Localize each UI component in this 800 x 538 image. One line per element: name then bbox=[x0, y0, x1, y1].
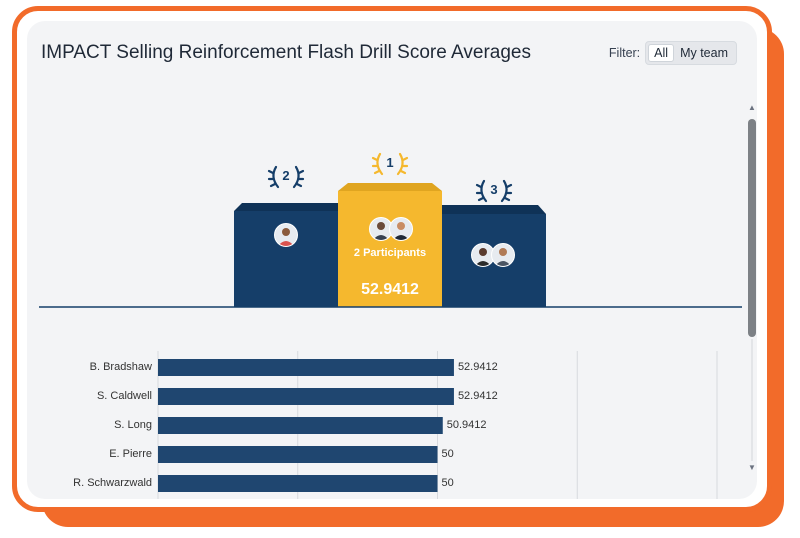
rank-3-number: 3 bbox=[490, 182, 498, 197]
bar-value-label: 50 bbox=[441, 448, 454, 460]
rank-3-avatar-b[interactable] bbox=[491, 243, 515, 267]
scrollbar-track bbox=[751, 339, 753, 461]
widget-title: IMPACT Selling Reinforcement Flash Drill… bbox=[41, 42, 531, 63]
bar-category-label: B. Bradshaw bbox=[89, 361, 152, 373]
rank-1-number: 1 bbox=[386, 155, 394, 170]
person-avatar-icon bbox=[475, 248, 491, 266]
person-avatar-icon bbox=[495, 248, 511, 266]
filter-toggle-group: All My team bbox=[645, 41, 737, 65]
scrollbar-thumb[interactable] bbox=[748, 119, 756, 337]
bar-4[interactable] bbox=[158, 475, 438, 492]
bar-category-label: S. Long bbox=[114, 419, 152, 431]
filter-control: Filter: All My team bbox=[609, 41, 737, 65]
scroll-down-arrow-icon[interactable]: ▼ bbox=[748, 463, 756, 472]
rank-2-laurel-icon bbox=[267, 165, 305, 189]
widget-panel: IMPACT Selling Reinforcement Flash Drill… bbox=[27, 21, 757, 499]
bar-3[interactable] bbox=[158, 446, 438, 463]
bar-value-label: 50.9412 bbox=[446, 419, 487, 431]
rank-2-avatar[interactable] bbox=[274, 223, 298, 247]
rank-3-laurel-icon bbox=[475, 179, 513, 203]
filter-label: Filter: bbox=[608, 46, 641, 60]
scroll-up-arrow-icon[interactable]: ▲ bbox=[748, 103, 756, 112]
bar-category-label: R. Schwarzwald bbox=[73, 477, 152, 489]
rank-1-score: 52.9412 bbox=[361, 281, 419, 298]
person-avatar-icon bbox=[393, 222, 409, 240]
vertical-scrollbar[interactable]: ▲ ▼ bbox=[746, 103, 757, 473]
rank-2-number: 2 bbox=[282, 168, 290, 183]
podium-block-3 bbox=[442, 205, 546, 307]
person-avatar-icon bbox=[278, 228, 294, 246]
podium-block-2 bbox=[234, 203, 338, 307]
rank-1-participants-count: 2 Participants bbox=[353, 247, 427, 259]
bar-1[interactable] bbox=[158, 388, 454, 405]
rank-1-avatar-b[interactable] bbox=[389, 217, 413, 241]
bar-2[interactable] bbox=[158, 417, 443, 434]
bar-chart-bars bbox=[158, 359, 454, 492]
bar-value-label: 52.9412 bbox=[457, 361, 498, 373]
podium-graphic bbox=[39, 152, 742, 499]
podium-block-1 bbox=[338, 183, 442, 307]
bar-category-label: S. Caldwell bbox=[96, 390, 152, 402]
dashboard-card: IMPACT Selling Reinforcement Flash Drill… bbox=[12, 6, 772, 512]
bar-0[interactable] bbox=[158, 359, 454, 376]
filter-all-button[interactable]: All bbox=[648, 44, 675, 62]
filter-my-team-button[interactable]: My team bbox=[680, 46, 728, 60]
bar-value-label: 52.9412 bbox=[457, 390, 498, 402]
rank-3-avatar-a[interactable] bbox=[471, 243, 495, 267]
bar-category-label: E. Pierre bbox=[109, 448, 152, 460]
rank-1-laurel-icon bbox=[371, 152, 409, 176]
person-avatar-icon bbox=[373, 222, 389, 240]
bar-value-label: 50 bbox=[441, 477, 454, 489]
